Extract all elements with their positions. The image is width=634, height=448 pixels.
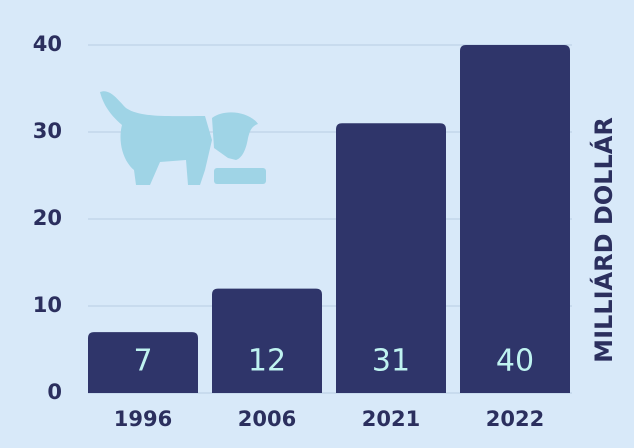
- y-tick-label: 0: [47, 380, 62, 404]
- bar: [88, 332, 198, 393]
- value-label: 7: [133, 344, 152, 379]
- bars: 7 12 31 40: [88, 45, 570, 394]
- bar: [460, 45, 570, 393]
- dog-icon: [100, 91, 266, 185]
- bar: [212, 288, 322, 393]
- y-tick-label: 40: [33, 32, 62, 56]
- y-tick-label: 30: [33, 119, 62, 143]
- value-label: 40: [496, 344, 534, 379]
- value-label: 31: [372, 344, 410, 379]
- x-tick-label: 1996: [114, 407, 172, 431]
- value-label: 12: [248, 344, 286, 379]
- bar: [336, 123, 446, 394]
- x-tick-label: 2021: [362, 407, 420, 431]
- x-tick-label: 2006: [238, 407, 296, 431]
- y-tick-label: 10: [33, 293, 62, 317]
- y-tick-label: 20: [33, 206, 62, 230]
- y-axis-label: MILLIÁRD DOLLÁR: [589, 117, 618, 363]
- x-tick-label: 2022: [486, 407, 544, 431]
